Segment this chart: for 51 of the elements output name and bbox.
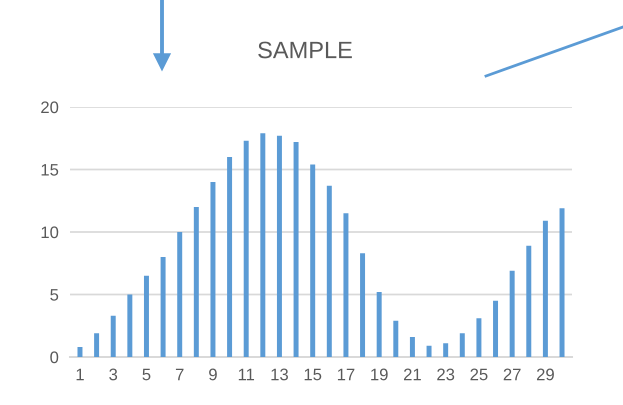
y-tick-label: 0 [50, 351, 58, 364]
x-tick-label: 17 [338, 368, 354, 380]
x-tick-label: 1 [76, 368, 84, 380]
chart-title: SAMPLE [258, 42, 352, 58]
x-tick-label: 29 [536, 368, 554, 380]
bar [410, 337, 415, 357]
y-tick-label: 10 [42, 226, 58, 238]
bar [276, 136, 282, 357]
x-tick-label: 13 [271, 368, 288, 380]
y-tick-label: 5 [50, 289, 58, 301]
bar [144, 276, 149, 357]
x-tick-label: 9 [209, 368, 217, 380]
bar [160, 257, 166, 357]
bar [94, 333, 100, 357]
bar [542, 220, 548, 357]
bar [177, 232, 182, 357]
bar [77, 347, 82, 357]
x-tick-label: 5 [142, 368, 150, 380]
bar [460, 333, 465, 357]
bar [476, 318, 482, 357]
bar [326, 186, 332, 357]
x-tick-label: 21 [404, 368, 421, 380]
x-tick-label: 3 [109, 368, 118, 380]
bar [260, 133, 266, 357]
bar [443, 343, 448, 357]
bar [110, 316, 116, 357]
bar [294, 142, 299, 357]
bar [560, 208, 565, 357]
x-tick-label: 25 [470, 368, 488, 380]
x-tick-label: 27 [504, 368, 521, 380]
bar [194, 207, 199, 357]
bar [493, 300, 498, 357]
bar [310, 164, 316, 357]
x-tick-label: 23 [437, 368, 454, 380]
bar [210, 182, 216, 357]
bar [526, 246, 532, 357]
bar [343, 213, 348, 357]
y-tick-label: 20 [41, 101, 58, 114]
x-tick-label: 19 [371, 368, 388, 380]
bar [244, 140, 249, 357]
x-tick-label: 7 [176, 368, 184, 380]
bar [393, 320, 398, 357]
bar [227, 157, 232, 357]
x-tick-label: 15 [304, 368, 322, 380]
bar [510, 270, 515, 357]
bar [426, 346, 432, 357]
bar [376, 292, 382, 357]
bar [360, 253, 366, 357]
x-tick-label: 11 [238, 368, 254, 380]
y-tick-label: 15 [42, 164, 58, 176]
bar [127, 294, 132, 357]
